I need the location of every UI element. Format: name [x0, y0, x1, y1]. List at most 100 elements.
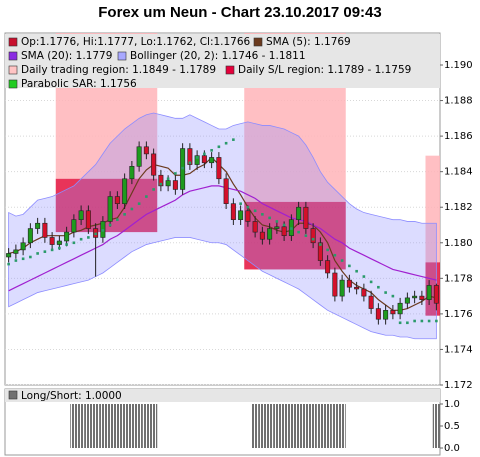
long-short-bar [316, 404, 324, 448]
sar-dot [181, 166, 184, 170]
sar-dot [319, 243, 322, 246]
long-short-bar [121, 404, 129, 448]
sar-dot [123, 213, 126, 216]
candle-body [20, 242, 26, 251]
candle-body [317, 242, 323, 261]
sar-dot [87, 236, 90, 239]
sar-dot [203, 152, 206, 156]
sar-dot [14, 259, 18, 262]
legend-label: SMA (20): 1.1779 [21, 50, 112, 62]
long-short-bar [113, 404, 121, 448]
sar-dot [369, 280, 373, 284]
candle-body [85, 210, 91, 229]
legend-label: SMA (5): 1.1769 [266, 36, 351, 48]
candle-body [303, 206, 309, 229]
sar-dot [435, 319, 438, 323]
legend: Op:1.1776, Hi:1.1777, Lo:1.1762, Cl:1.17… [5, 34, 440, 90]
legend-label: Op:1.1776, Hi:1.1777, Lo:1.1762, Cl:1.17… [21, 36, 251, 48]
candle-body [419, 295, 425, 300]
legend-swatch [117, 51, 127, 61]
candle-body [252, 221, 258, 233]
candle-body [325, 260, 331, 274]
candle-body [267, 228, 273, 240]
candle-body [56, 240, 62, 245]
sar-dot [246, 205, 250, 209]
sar-dot [406, 321, 409, 325]
candle-body [201, 155, 207, 164]
sar-dot [268, 216, 271, 220]
sar-dot [174, 172, 177, 175]
long-short-bar [338, 404, 346, 448]
sar-dot [384, 291, 387, 294]
candle-body [259, 231, 265, 240]
long-short-bar [92, 404, 100, 448]
candle-body [151, 153, 157, 176]
legend-swatch [225, 65, 235, 75]
legend-swatch [8, 79, 18, 89]
candle-body [172, 180, 178, 190]
sar-dot [355, 269, 358, 273]
long-short-bar [106, 404, 114, 448]
candle-body [274, 226, 280, 229]
candle-body [129, 166, 135, 180]
sar-dot [304, 234, 308, 237]
lower-panel-header [5, 389, 440, 402]
sar-dot [101, 229, 105, 232]
sar-dot [275, 220, 279, 223]
y-tick-label: 1.172 [444, 380, 473, 391]
sar-dot [297, 230, 300, 234]
y-tick-label: 1.174 [444, 344, 473, 355]
indicator-line [8, 185, 437, 292]
sar-dot [282, 223, 286, 227]
candle-body [332, 272, 338, 297]
legend-box [5, 34, 440, 88]
sar-dot [290, 227, 293, 230]
sar-dot [94, 232, 97, 236]
legend-label: Parabolic SAR: 1.1756 [21, 78, 137, 90]
sar-dot [232, 138, 235, 141]
candle-body [412, 295, 418, 299]
candle-body [35, 222, 41, 229]
long-short-bar [273, 404, 281, 448]
long-short-bar [77, 404, 85, 448]
sar-dot [72, 241, 76, 245]
long-short-bar [251, 404, 259, 448]
y-tick-label: 1.182 [444, 202, 473, 213]
long-short-bar [432, 404, 440, 448]
candle-body [281, 226, 287, 236]
candle-body [27, 228, 33, 244]
lower-plot: 0.0 0.5 1.0 [70, 399, 460, 454]
candle-body [194, 155, 200, 165]
sar-dot [7, 262, 10, 266]
sar-dot [116, 218, 119, 221]
y-tick-label: 1.188 [444, 96, 473, 107]
y-tick-label: 1.190 [444, 60, 473, 71]
candle-body [426, 285, 432, 300]
sar-dot [152, 188, 155, 191]
long-short-bar [309, 404, 317, 448]
sar-dot [340, 259, 344, 262]
sar-dot [130, 207, 134, 211]
long-short-bar [150, 404, 158, 448]
y-tick-label: 1.180 [444, 238, 473, 249]
candle-body [187, 148, 193, 165]
candle-body [368, 295, 374, 309]
long-short-bar [266, 404, 274, 448]
long-short-bar [287, 404, 295, 448]
sar-dot [145, 195, 148, 198]
candle-body [238, 210, 244, 220]
sar-dot [217, 145, 221, 149]
legend-label: Bollinger (20, 2): 1.1746 - 1.1811 [130, 50, 306, 62]
legend-label: Daily S/L region: 1.1789 - 1.1759 [238, 64, 411, 76]
sar-dot [188, 161, 192, 165]
candle-body [114, 196, 120, 204]
long-short-bar [142, 404, 150, 448]
long-short-bar [258, 404, 266, 448]
y-tick-label: 0.0 [444, 443, 460, 454]
chart-title: Forex um Neun - Chart 23.10.2017 09:43 [98, 4, 381, 21]
candle-body [223, 178, 229, 204]
candle-body [143, 146, 149, 155]
candle-body [230, 203, 236, 220]
bollinger-band [8, 112, 437, 340]
